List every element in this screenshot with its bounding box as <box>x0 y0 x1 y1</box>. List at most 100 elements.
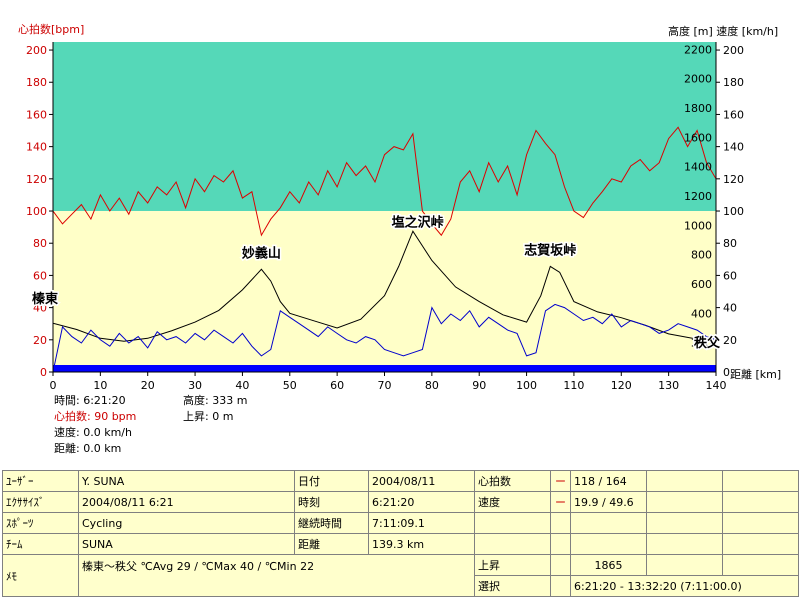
readout-distance: 距離: 0.0 km <box>54 442 122 455</box>
altitude-tick-label: 1800 <box>684 102 712 115</box>
x-tick-label: 10 <box>93 379 107 392</box>
altitude-tick-label: 1000 <box>684 219 712 232</box>
peak-label: 塩之沢峠 <box>392 215 444 231</box>
speed-tick-label: 100 <box>723 205 744 218</box>
empty-cell <box>550 533 571 555</box>
team-label: ﾁｰﾑ <box>2 533 79 555</box>
empty-cell <box>570 533 647 555</box>
memo-label: ﾒﾓ <box>2 554 79 597</box>
plot-lines <box>53 126 716 372</box>
team-value: SUNA <box>78 533 295 555</box>
time-label: 時刻 <box>294 491 369 513</box>
speed-value: 19.9 / 49.6 <box>570 491 647 513</box>
x-tick-label: 120 <box>611 379 632 392</box>
empty-cell <box>474 512 551 534</box>
hr-tick-label: 100 <box>26 205 47 218</box>
empty-cell <box>722 554 799 576</box>
x-tick-label: 60 <box>330 379 344 392</box>
selection-bar[interactable] <box>53 365 716 372</box>
hr-tick-label: 20 <box>33 334 47 347</box>
user-label: ﾕｰｻﾞｰ <box>2 470 79 492</box>
x-tick-label: 110 <box>563 379 584 392</box>
hr-tick-label: 120 <box>26 173 47 186</box>
sport-value: Cycling <box>78 512 295 534</box>
hr-dash: ー <box>550 470 571 492</box>
distance-label: 距離 <box>294 533 369 555</box>
memo-value: 榛東～秩父 ℃Avg 29 / ℃Max 40 / ℃Min 22 <box>78 554 475 597</box>
hr-tick-label: 60 <box>33 269 47 282</box>
x-tick-label: 0 <box>50 379 57 392</box>
speed-tick-label: 40 <box>723 302 737 315</box>
speed-label: 速度 <box>474 491 551 513</box>
peak-label: 志賀坂峠 <box>524 242 576 258</box>
altitude-line <box>53 230 716 342</box>
empty-cell <box>646 512 723 534</box>
peak-label: 妙義山 <box>242 245 281 261</box>
speed-tick-label: 20 <box>723 334 737 347</box>
x-axis-title: 距離 [km] <box>730 367 781 381</box>
empty-cell <box>646 470 723 492</box>
speed-line <box>53 303 716 372</box>
x-tick-label: 130 <box>658 379 679 392</box>
altitude-tick-label: 600 <box>691 278 712 291</box>
empty-cell <box>550 512 571 534</box>
heart_rate-line <box>53 126 716 237</box>
end-label: 秩父 <box>694 335 721 351</box>
right-axis-title: 高度 [m] 速度 [km/h] <box>668 24 778 38</box>
duration-label: 継続時間 <box>294 512 369 534</box>
altitude-tick-label: 800 <box>691 249 712 262</box>
altitude-tick-label: 1200 <box>684 190 712 203</box>
date-label: 日付 <box>294 470 369 492</box>
user-value: Y. SUNA <box>78 470 295 492</box>
climb-value: 1865 <box>570 554 647 576</box>
exercise-value: 2004/08/11 6:21 <box>78 491 295 513</box>
distance-value: 139.3 km <box>368 533 475 555</box>
axis-ticks: 0 10 20 30 40 50 60 70 80 90 100 110 120 130 140020406… <box>26 43 744 392</box>
select-value: 6:21:20 - 13:32:20 (7:11:00.0) <box>570 575 799 597</box>
hr-value: 118 / 164 <box>570 470 647 492</box>
date-value: 2004/08/11 <box>368 470 475 492</box>
hr-tick-label: 180 <box>26 76 47 89</box>
duration-value: 7:11:09.1 <box>368 512 475 534</box>
empty-cell <box>722 470 799 492</box>
empty-cell <box>550 554 571 576</box>
start-label: 榛東 <box>32 291 58 307</box>
empty-cell <box>722 512 799 534</box>
empty-cell <box>646 554 723 576</box>
speed-dash: ー <box>550 491 571 513</box>
readout-hr: 心拍数: 90 bpm <box>54 410 137 423</box>
time-value: 6:21:20 <box>368 491 475 513</box>
empty-cell <box>646 491 723 513</box>
hr-label: 心拍数 <box>474 470 551 492</box>
left-axis-title: 心拍数[bpm] <box>18 22 84 36</box>
speed-tick-label: 80 <box>723 237 737 250</box>
altitude-tick-label: 1400 <box>684 161 712 174</box>
x-tick-label: 100 <box>516 379 537 392</box>
readout-speed: 速度: 0.0 km/h <box>54 426 132 439</box>
speed-tick-label: 200 <box>723 44 744 57</box>
select-label: 選択 <box>474 575 551 597</box>
speed-tick-label: 140 <box>723 141 744 154</box>
exercise-label: ｴｸｻｻｲｽﾞ <box>2 491 79 513</box>
empty-cell <box>550 575 571 597</box>
climb-label: 上昇 <box>474 554 551 576</box>
x-tick-label: 140 <box>706 379 727 392</box>
empty-cell <box>722 491 799 513</box>
altitude-tick-label: 2000 <box>684 73 712 86</box>
empty-cell <box>570 512 647 534</box>
chart-area: 0 10 20 30 40 50 60 70 80 90 100 110 120 130 140020406… <box>18 22 781 392</box>
x-tick-label: 80 <box>425 379 439 392</box>
zone-bands <box>53 42 716 372</box>
empty-cell <box>646 533 723 555</box>
hr-tick-label: 200 <box>26 44 47 57</box>
readout-time: 時間: 6:21:20 <box>54 394 126 407</box>
speed-tick-label: 0 <box>723 366 730 379</box>
empty-cell <box>474 533 551 555</box>
lower-zone-band <box>53 211 716 372</box>
speed-tick-label: 60 <box>723 269 737 282</box>
readout-altitude: 高度: 333 m <box>183 394 248 407</box>
upper-zone-band <box>53 42 716 212</box>
x-tick-label: 20 <box>141 379 155 392</box>
hr-tick-label: 40 <box>33 302 47 315</box>
